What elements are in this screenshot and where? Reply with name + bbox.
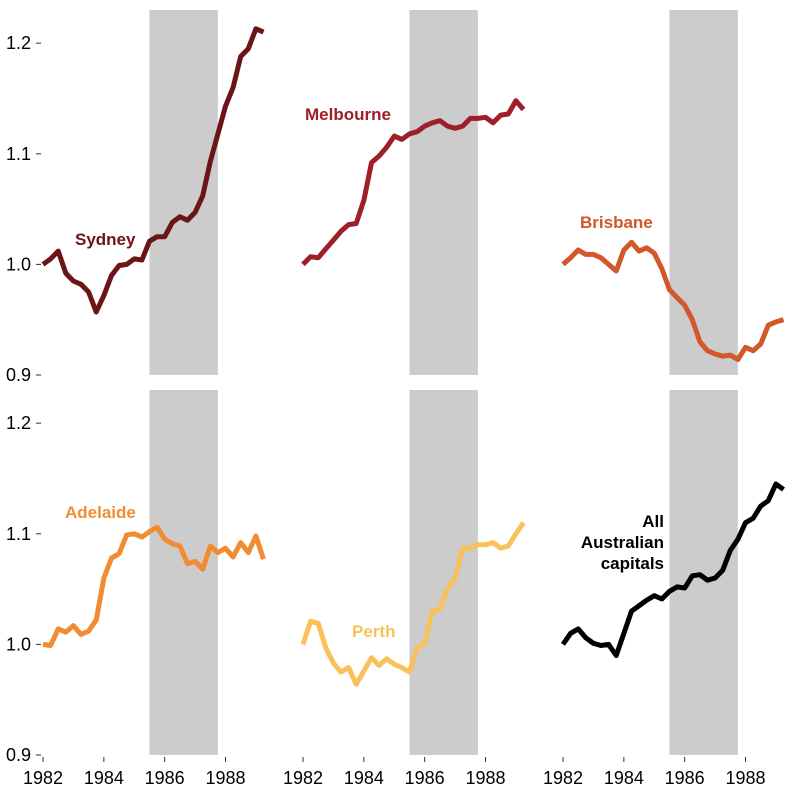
x-tick-label: 1982 [543,768,583,788]
x-tick-label: 1984 [84,768,124,788]
series-line [301,98,526,267]
series-label: Perth [352,622,395,641]
y-tick-label: 1.0 [6,634,31,654]
y-tick-label: 1.0 [6,254,31,274]
series-label: Brisbane [580,213,653,232]
shaded-period-band [409,10,478,375]
y-tick-label: 1.2 [6,413,31,433]
series-label: Australian [581,533,664,552]
shaded-period-band [149,390,218,755]
x-tick-label: 1988 [725,768,765,788]
x-tick-label: 1982 [23,768,63,788]
x-tick-label: 1986 [145,768,185,788]
series-label: Melbourne [305,105,391,124]
series-line [42,524,266,648]
series-label: All [642,512,664,531]
panel-perth: Perth 1982 1984 1986 1988 [283,390,526,788]
series-line [300,521,526,687]
series-label: Sydney [75,230,136,249]
panel-all-australian-capitals: All Australian capitals 1982 1984 1986 1988 [543,390,785,788]
shaded-period-band [669,10,738,375]
x-tick-label: 1982 [283,768,323,788]
series-line [560,481,785,658]
panel-sydney: Sydney 0.9 1.0 1.1 1.2 [6,10,265,385]
x-tick-label: 1988 [465,768,505,788]
panel-brisbane: Brisbane [561,10,785,375]
panel-melbourne: Melbourne [301,10,526,375]
x-tick-label: 1986 [405,768,445,788]
y-tick-label: 1.1 [6,144,31,164]
x-tick-label: 1984 [344,768,384,788]
shaded-period-band [149,10,218,375]
shaded-period-band [669,390,738,755]
series-line [561,239,785,362]
x-tick-label: 1988 [205,768,245,788]
x-tick-label: 1986 [665,768,705,788]
series-line [41,26,265,315]
x-tick-label: 1984 [604,768,644,788]
series-label: capitals [601,554,664,573]
series-label: Adelaide [65,503,136,522]
y-tick-label: 0.9 [6,745,31,765]
shaded-period-band [409,390,478,755]
panel-adelaide: Adelaide 0.9 1.0 1.1 1.2 1982 1984 1986 1988 [6,390,266,788]
y-tick-label: 1.2 [6,33,31,53]
y-tick-label: 0.9 [6,365,31,385]
y-tick-label: 1.1 [6,524,31,544]
